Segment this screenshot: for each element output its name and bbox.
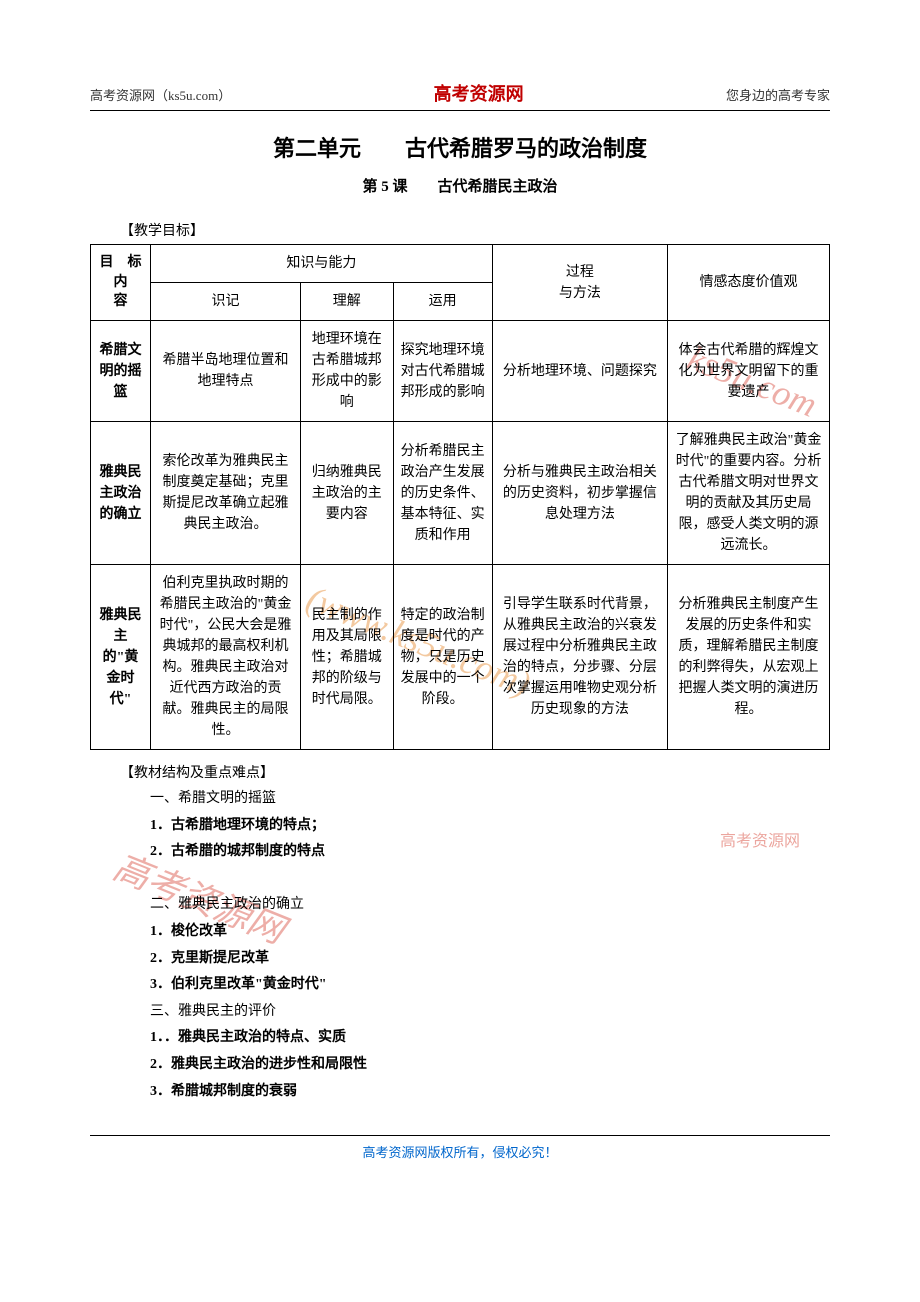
- cell-memorize: 希腊半岛地理位置和地理特点: [151, 321, 301, 422]
- table-corner: 目 标 内 容: [91, 245, 151, 321]
- outline-item: 2．克里斯提尼改革: [150, 946, 830, 973]
- cell-memorize: 伯利克里执政时期的希腊民主政治的"黄金时代"，公民大会是雅典城邦的最高权利机构。…: [151, 565, 301, 750]
- outline-section-title: 二、雅典民主政治的确立: [150, 892, 830, 919]
- outline-item: 3．希腊城邦制度的衰弱: [150, 1079, 830, 1106]
- col-knowledge-ability: 知识与能力: [151, 245, 493, 283]
- row-name: 希腊文明的摇篮: [91, 321, 151, 422]
- teaching-goal-label: 【教学目标】: [120, 220, 830, 240]
- row-name: 雅典民主的"黄金时代": [91, 565, 151, 750]
- cell-understand: 民主制的作用及其局限性；希腊城邦的阶级与时代局限。: [301, 565, 394, 750]
- cell-apply: 特定的政治制度是时代的产物，只是历史发展中的一个阶段。: [393, 565, 492, 750]
- header-right: 您身边的高考专家: [726, 85, 830, 104]
- page-footer: 高考资源网版权所有，侵权必究！: [90, 1135, 830, 1161]
- outline-item: 1．．雅典民主政治的特点、实质: [150, 1025, 830, 1052]
- outline-section-title: 一、希腊文明的摇篮: [150, 786, 830, 813]
- cell-emotion: 分析雅典民主制度产生发展的历史条件和实质，理解希腊民主制度的利弊得失，从宏观上把…: [668, 565, 830, 750]
- outline-item: 1．梭伦改革: [150, 919, 830, 946]
- cell-process: 分析与雅典民主政治相关的历史资料，初步掌握信息处理方法: [492, 422, 667, 565]
- outline-section-title: 三、雅典民主的评价: [150, 999, 830, 1026]
- cell-apply: 探究地理环境对古代希腊城邦形成的影响: [393, 321, 492, 422]
- lesson-title: 第 5 课 古代希腊民主政治: [90, 175, 830, 196]
- row-name: 雅典民主政治的确立: [91, 422, 151, 565]
- col-memorize: 识记: [151, 283, 301, 321]
- header-left: 高考资源网（ks5u.com）: [90, 85, 231, 104]
- unit-title: 第二单元 古代希腊罗马的政治制度: [90, 131, 830, 163]
- table-row: 雅典民主的"黄金时代" 伯利克里执政时期的希腊民主政治的"黄金时代"，公民大会是…: [91, 565, 830, 750]
- cell-process: 引导学生联系时代背景，从雅典民主政治的兴衰发展过程中分析雅典民主政治的特点，分步…: [492, 565, 667, 750]
- outline-block: 一、希腊文明的摇篮 1．古希腊地理环境的特点； 2．古希腊的城邦制度的特点 二、…: [150, 786, 830, 1105]
- objectives-table: 目 标 内 容 知识与能力 过程 与方法 情感态度价值观 识记 理解 运用 希腊…: [90, 244, 830, 750]
- cell-process: 分析地理环境、问题探究: [492, 321, 667, 422]
- outline-item: 1．古希腊地理环境的特点；: [150, 813, 830, 840]
- structure-label: 【教材结构及重点难点】: [120, 762, 830, 782]
- outline-item: 2．雅典民主政治的进步性和局限性: [150, 1052, 830, 1079]
- cell-emotion: 了解雅典民主政治"黄金时代"的重要内容。分析古代希腊文明对世界文明的贡献及其历史…: [668, 422, 830, 565]
- col-emotion: 情感态度价值观: [668, 245, 830, 321]
- cell-apply: 分析希腊民主政治产生发展的历史条件、基本特征、实质和作用: [393, 422, 492, 565]
- outline-item: 3．伯利克里改革"黄金时代": [150, 972, 830, 999]
- outline-item: 2．古希腊的城邦制度的特点: [150, 839, 830, 866]
- table-row: 希腊文明的摇篮 希腊半岛地理位置和地理特点 地理环境在古希腊城邦形成中的影响 探…: [91, 321, 830, 422]
- col-process-method: 过程 与方法: [492, 245, 667, 321]
- col-understand: 理解: [301, 283, 394, 321]
- table-row: 雅典民主政治的确立 索伦改革为雅典民主制度奠定基础；克里斯提尼改革确立起雅典民主…: [91, 422, 830, 565]
- cell-understand: 地理环境在古希腊城邦形成中的影响: [301, 321, 394, 422]
- header-center-logo: 高考资源网: [434, 80, 524, 106]
- page-header: 高考资源网（ks5u.com） 高考资源网 您身边的高考专家: [90, 80, 830, 111]
- col-apply: 运用: [393, 283, 492, 321]
- cell-memorize: 索伦改革为雅典民主制度奠定基础；克里斯提尼改革确立起雅典民主政治。: [151, 422, 301, 565]
- cell-emotion: 体会古代希腊的辉煌文化为世界文明留下的重要遗产: [668, 321, 830, 422]
- cell-understand: 归纳雅典民主政治的主要内容: [301, 422, 394, 565]
